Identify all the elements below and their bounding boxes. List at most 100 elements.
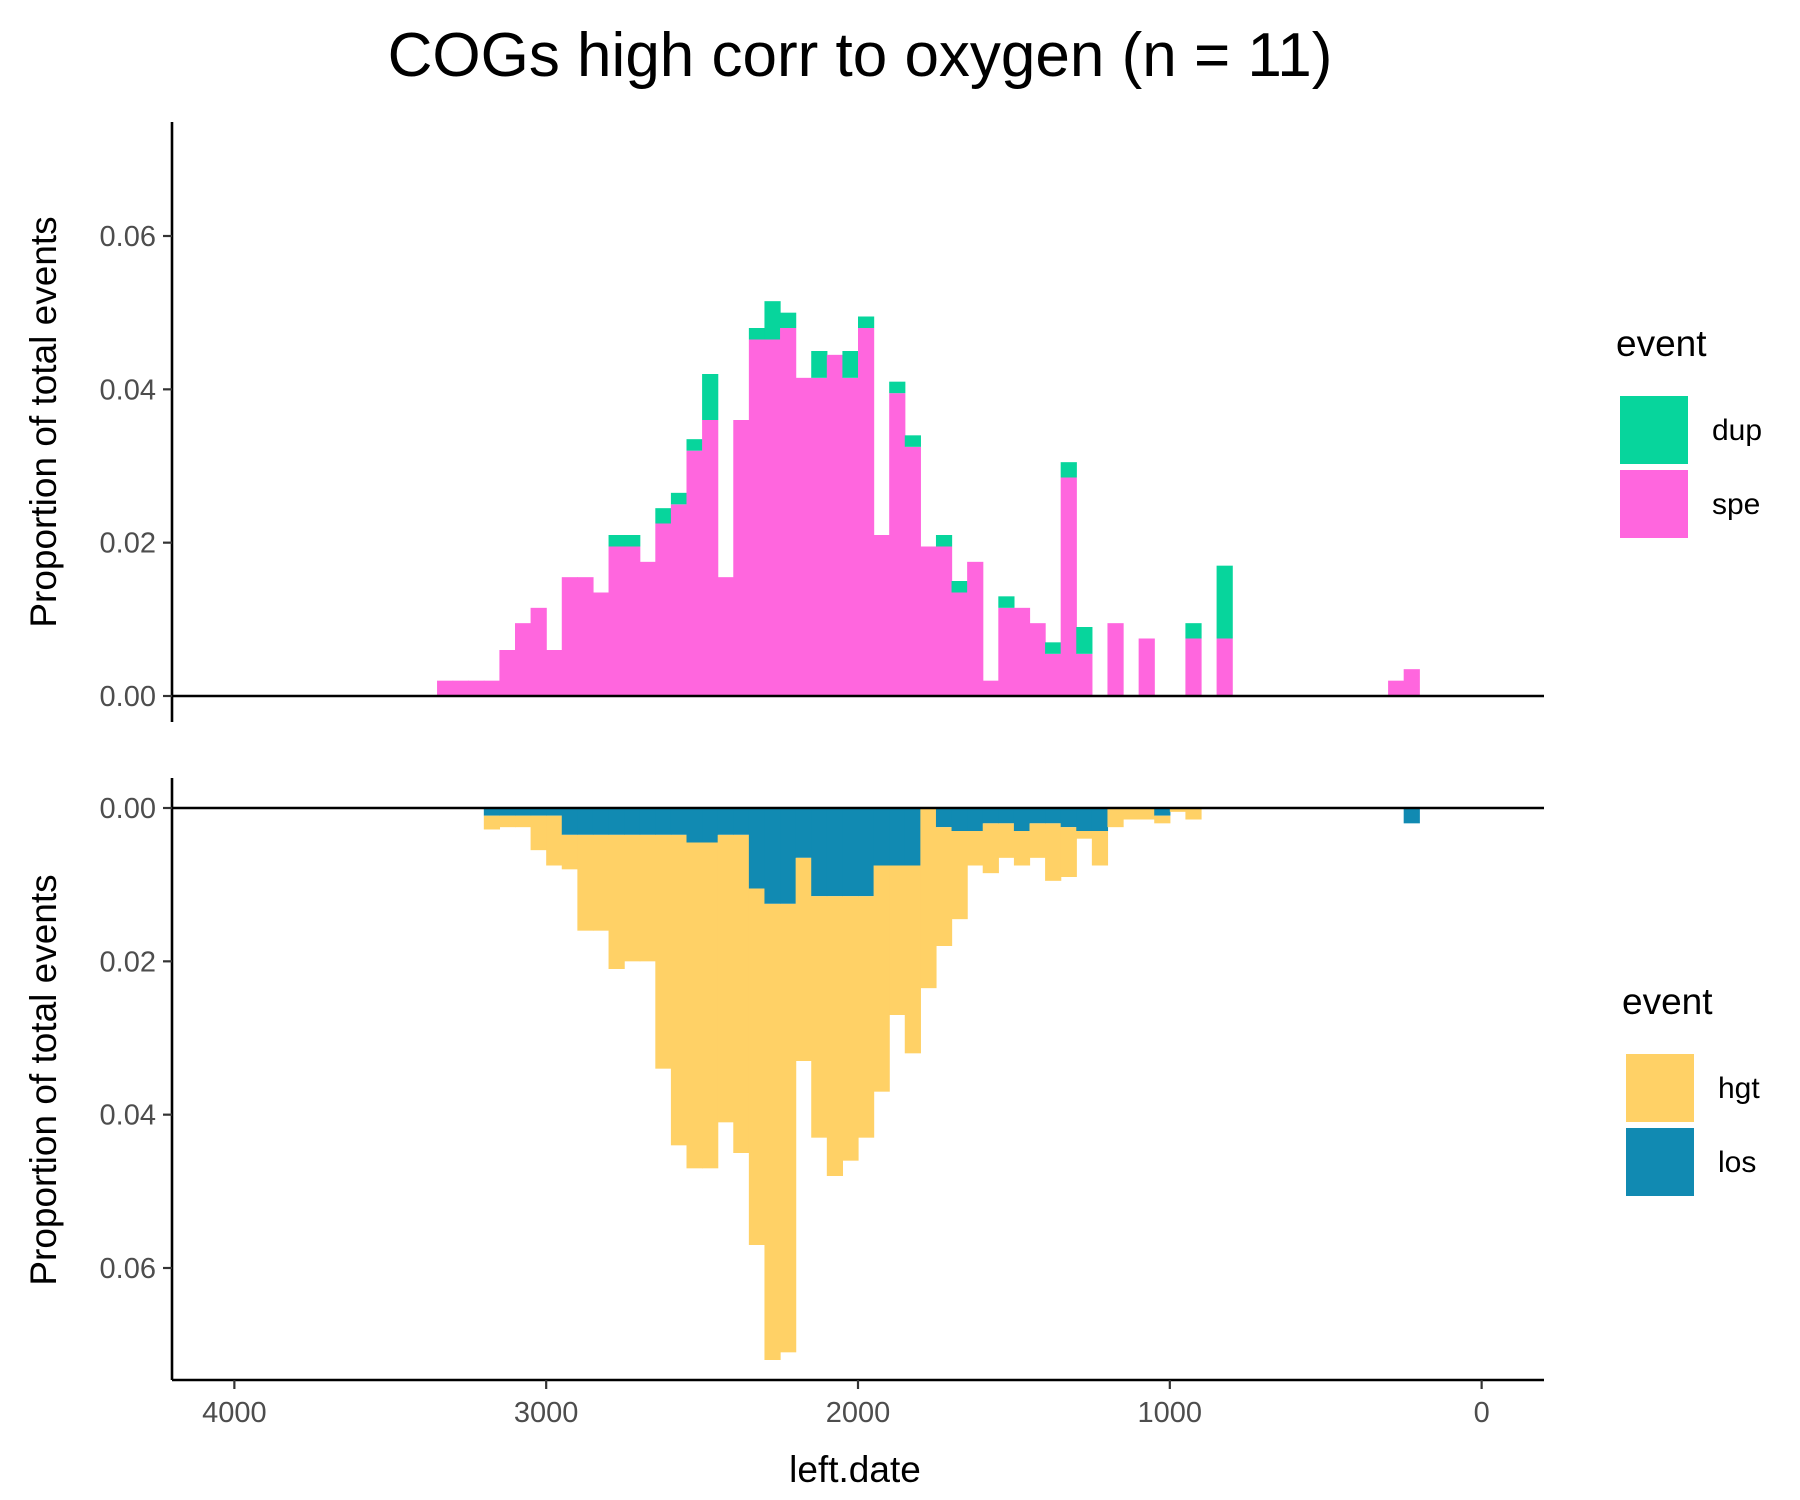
- bar-los: [717, 808, 734, 835]
- bar-los: [624, 808, 641, 835]
- bar-los: [592, 808, 610, 835]
- bar-dup: [608, 535, 625, 547]
- bar-los: [842, 808, 859, 897]
- bar-dup: [686, 439, 703, 451]
- bar-spe: [889, 393, 906, 696]
- bar-hgt: [499, 815, 516, 828]
- bottom-y-tick-label: 0.02: [100, 946, 156, 978]
- legend-key-hgt: [1626, 1054, 1694, 1122]
- bar-hgt: [889, 865, 906, 1015]
- bar-los: [655, 808, 672, 835]
- bar-hgt: [1185, 808, 1202, 820]
- bar-spe: [1403, 669, 1420, 696]
- bar-spe: [748, 339, 766, 696]
- bar-spe: [686, 450, 703, 696]
- legend-key-dup: [1620, 396, 1688, 464]
- bar-hgt: [764, 903, 781, 1360]
- legend-title: event: [1616, 323, 1707, 364]
- bar-los: [1029, 808, 1046, 824]
- bar-los: [1403, 808, 1420, 824]
- bar-dup: [1076, 627, 1093, 654]
- bar-hgt: [577, 834, 594, 931]
- bar-hgt: [795, 857, 812, 1061]
- x-tick-label: 0: [1474, 1397, 1490, 1429]
- bar-dup: [1045, 642, 1062, 654]
- bar-dup: [842, 351, 859, 378]
- bar-spe: [951, 592, 968, 696]
- bar-spe: [655, 523, 672, 696]
- bottom-y-axis-title: Proportion of total events: [23, 874, 64, 1285]
- bar-los: [795, 808, 812, 858]
- bar-spe: [468, 680, 485, 696]
- bar-spe: [483, 680, 501, 696]
- bar-spe: [515, 623, 532, 696]
- bar-los: [935, 808, 953, 828]
- legend-title: event: [1622, 981, 1713, 1022]
- bar-hgt: [1169, 808, 1187, 812]
- bar-spe: [764, 339, 781, 696]
- bar-dup: [935, 535, 953, 547]
- bar-los: [686, 808, 703, 843]
- bar-los: [546, 808, 563, 816]
- bar-los: [873, 808, 890, 866]
- bar-spe: [873, 535, 890, 696]
- bar-hgt: [951, 831, 968, 920]
- bar-spe: [1388, 680, 1405, 696]
- bar-dup: [858, 316, 875, 328]
- bar-hgt: [858, 896, 875, 1138]
- bar-los: [530, 808, 547, 816]
- bar-dup: [780, 312, 797, 328]
- bar-hgt: [904, 865, 921, 1054]
- bar-dup: [904, 435, 921, 447]
- bar-dup: [998, 596, 1015, 608]
- bar-dup: [764, 301, 781, 340]
- bar-los: [733, 808, 750, 835]
- top-y-axis-title: Proportion of total events: [23, 216, 64, 627]
- bar-hgt: [842, 896, 859, 1161]
- bar-los: [951, 808, 968, 831]
- bar-spe: [982, 680, 999, 696]
- legend-key-spe: [1620, 470, 1688, 538]
- x-tick-label: 2000: [826, 1397, 891, 1429]
- top-y-tick-label: 0.00: [100, 681, 156, 713]
- bar-spe: [811, 377, 828, 696]
- bar-dup: [748, 328, 766, 340]
- bar-spe: [1029, 623, 1046, 696]
- legend-label-dup: dup: [1712, 414, 1762, 447]
- bar-los: [748, 808, 766, 889]
- bar-spe: [592, 592, 610, 696]
- bar-los: [982, 808, 999, 824]
- bar-los: [826, 808, 844, 897]
- bar-hgt: [1076, 831, 1093, 839]
- bar-dup: [1185, 623, 1202, 639]
- bar-hgt: [639, 834, 656, 962]
- bar-spe: [998, 607, 1015, 696]
- bar-los: [561, 808, 578, 835]
- bar-los: [670, 808, 688, 835]
- bottom-y-tick-label: 0.00: [100, 793, 156, 825]
- bar-los: [1060, 808, 1077, 828]
- bar-spe: [1060, 477, 1077, 696]
- bar-hgt: [624, 834, 641, 962]
- bar-hgt: [733, 834, 750, 1153]
- legend-key-los: [1626, 1128, 1694, 1196]
- bar-hgt: [811, 896, 828, 1138]
- bar-los: [577, 808, 594, 835]
- bar-los: [1091, 808, 1109, 831]
- bar-hgt: [561, 834, 578, 870]
- top-y-tick-label: 0.06: [100, 221, 156, 253]
- bar-hgt: [483, 815, 501, 830]
- bar-hgt: [982, 823, 999, 874]
- bar-spe: [826, 354, 844, 696]
- bar-spe: [546, 650, 563, 696]
- bar-spe: [702, 420, 719, 696]
- bar-spe: [437, 680, 454, 696]
- bar-los: [998, 808, 1015, 824]
- bar-hgt: [780, 903, 797, 1353]
- top-y-tick-label: 0.02: [100, 528, 156, 560]
- bar-hgt: [826, 896, 844, 1176]
- bar-hgt: [748, 888, 766, 1245]
- bar-los: [1154, 808, 1171, 816]
- top-y-tick-label: 0.04: [100, 374, 156, 406]
